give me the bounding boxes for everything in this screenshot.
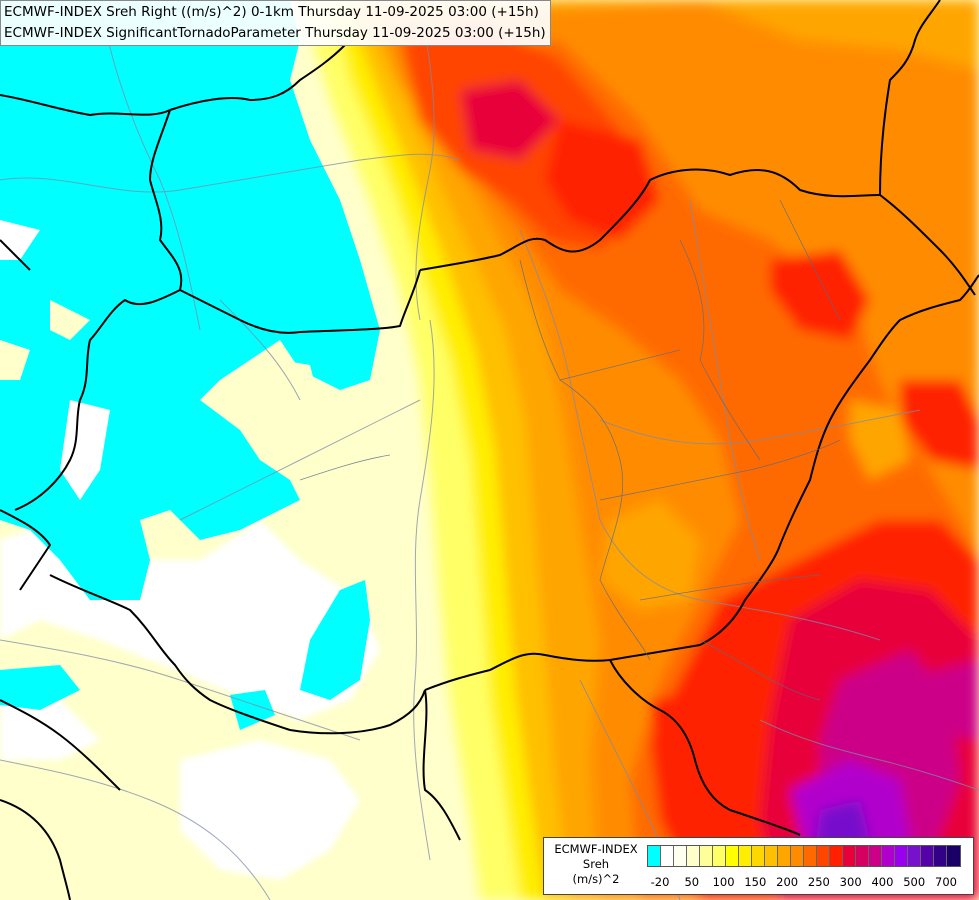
color-legend: ECMWF-INDEX Sreh (m/s)^2 -20 50 100 150 200 2… xyxy=(543,837,974,895)
legend-tick: 500 xyxy=(903,875,926,889)
legend-swatch xyxy=(661,846,674,866)
regional-borders xyxy=(299,199,841,701)
legend-label: ECMWF-INDEX Sreh (m/s)^2 xyxy=(548,842,644,887)
legend-tick: 250 xyxy=(807,875,830,889)
legend-swatch xyxy=(921,846,934,866)
legend-swatch xyxy=(648,846,661,866)
legend-swatch xyxy=(947,846,960,866)
legend-tick: 700 xyxy=(935,875,957,889)
legend-param: Sreh xyxy=(582,857,610,871)
legend-swatch xyxy=(934,846,947,866)
legend-swatch xyxy=(726,846,739,866)
legend-swatch xyxy=(778,846,791,866)
legend-swatch xyxy=(700,846,713,866)
legend-tick: 400 xyxy=(871,875,894,889)
legend-swatch xyxy=(817,846,830,866)
legend-swatch xyxy=(895,846,908,866)
legend-swatch xyxy=(882,846,895,866)
legend-color-bar xyxy=(647,845,961,867)
legend-swatch xyxy=(687,846,700,866)
map-title: ECMWF-INDEX Sreh Right ((m/s)^2) 0-1km T… xyxy=(0,0,551,46)
legend-swatch xyxy=(765,846,778,866)
legend-swatch xyxy=(752,846,765,866)
legend-tick: 200 xyxy=(776,875,799,889)
legend-tick: 300 xyxy=(839,875,862,889)
legend-tick: 150 xyxy=(744,875,767,889)
legend-model: ECMWF-INDEX xyxy=(554,842,638,856)
legend-swatch xyxy=(856,846,869,866)
title-line-1: ECMWF-INDEX Sreh Right ((m/s)^2) 0-1km T… xyxy=(4,4,539,20)
legend-tick: -20 xyxy=(650,875,670,889)
title-line-2: ECMWF-INDEX SignificantTornadoParameter … xyxy=(4,25,546,41)
legend-swatch xyxy=(908,846,921,866)
legend-swatch xyxy=(713,846,726,866)
legend-swatch xyxy=(791,846,804,866)
legend-swatch xyxy=(843,846,856,866)
legend-tick: 50 xyxy=(684,875,700,889)
legend-swatch xyxy=(869,846,882,866)
legend-unit: (m/s)^2 xyxy=(572,872,620,886)
legend-swatch xyxy=(674,846,687,866)
legend-tick: 100 xyxy=(712,875,735,889)
legend-swatch xyxy=(739,846,752,866)
legend-swatch xyxy=(830,846,843,866)
legend-swatch xyxy=(804,846,817,866)
negative-values-zone xyxy=(0,0,380,730)
